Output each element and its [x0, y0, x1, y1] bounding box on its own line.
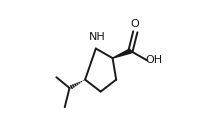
Text: OH: OH [145, 55, 162, 65]
Text: NH: NH [89, 32, 106, 42]
Text: O: O [130, 19, 139, 29]
Polygon shape [112, 49, 131, 58]
